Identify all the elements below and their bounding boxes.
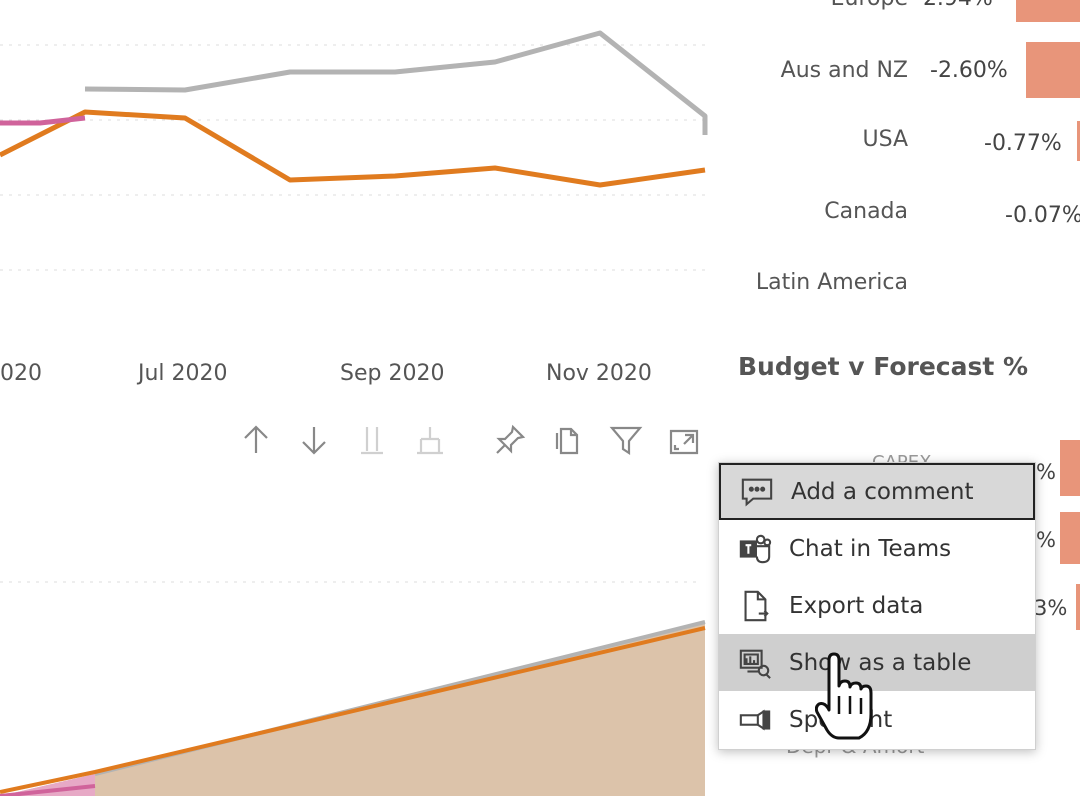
menu-item-show-as-table[interactable]: Show as a table xyxy=(719,634,1035,691)
region-row[interactable]: Canada -0.07% xyxy=(720,199,1080,239)
region-row[interactable]: Latin America xyxy=(720,270,1080,310)
spotlight-icon xyxy=(735,700,775,740)
comment-icon xyxy=(737,472,777,512)
teams-icon xyxy=(735,529,775,569)
menu-item-label: Show as a table xyxy=(789,649,972,676)
menu-item-add-comment[interactable]: Add a comment xyxy=(719,463,1035,520)
hand-cursor-icon xyxy=(815,652,873,740)
copy-icon[interactable] xyxy=(548,420,588,460)
region-bar xyxy=(1077,121,1080,161)
menu-item-chat-in-teams[interactable]: Chat in Teams xyxy=(719,520,1035,577)
series-line-pink xyxy=(0,115,86,126)
region-name: Latin America xyxy=(755,270,908,295)
region-name: Aus and NZ xyxy=(780,58,908,83)
region-name: Europe xyxy=(831,0,908,11)
export-icon xyxy=(735,586,775,626)
menu-item-label: Export data xyxy=(789,592,924,619)
context-menu: Add a comment Chat in Teams Export data … xyxy=(718,462,1036,750)
area-line-pink xyxy=(0,784,96,796)
x-tick-label: Sep 2020 xyxy=(340,361,444,386)
filter-icon[interactable] xyxy=(606,420,646,460)
series-line-gray xyxy=(84,30,708,135)
visual-header-toolbar xyxy=(236,418,722,462)
area-line-orange xyxy=(0,626,706,794)
menu-item-spotlight[interactable]: Spotlight xyxy=(719,691,1035,748)
drill-up-icon[interactable] xyxy=(236,420,276,460)
line-chart: 020 Jul 2020 Sep 2020 Nov 2020 xyxy=(0,30,710,386)
x-tick-label: Nov 2020 xyxy=(546,361,652,386)
focus-mode-icon[interactable] xyxy=(664,420,704,460)
budget-bar xyxy=(1060,440,1080,496)
x-tick-label: 020 xyxy=(0,361,42,386)
region-row[interactable]: Aus and NZ -2.60% xyxy=(720,42,1080,98)
budget-bar xyxy=(1060,512,1080,564)
region-bar xyxy=(1026,42,1080,98)
region-name: USA xyxy=(862,127,908,152)
region-value: -0.77% xyxy=(984,131,1062,156)
menu-item-label: Chat in Teams xyxy=(789,535,952,562)
region-row[interactable]: USA -0.77% xyxy=(720,121,1080,167)
menu-item-label: Add a comment xyxy=(791,478,974,505)
region-name: Canada xyxy=(824,199,908,224)
gridlines xyxy=(0,44,710,271)
budget-row-value: % xyxy=(1036,528,1056,552)
region-bar xyxy=(1016,0,1080,22)
area-fill xyxy=(0,622,705,796)
table-view-icon xyxy=(735,643,775,683)
series-line-orange xyxy=(0,109,706,188)
pin-icon[interactable] xyxy=(490,420,530,460)
budget-bar xyxy=(1076,584,1080,630)
expand-next-level-icon[interactable] xyxy=(352,420,392,460)
region-value: -0.07% xyxy=(1005,203,1080,228)
area-chart xyxy=(0,581,706,796)
menu-item-export-data[interactable]: Export data xyxy=(719,577,1035,634)
region-value: -2.94% xyxy=(915,0,993,11)
expand-hierarchy-icon[interactable] xyxy=(410,420,450,460)
region-value: -2.60% xyxy=(930,58,1008,83)
region-row[interactable]: Europe -2.94% xyxy=(720,0,1080,30)
x-tick-label: Jul 2020 xyxy=(136,361,228,386)
visual-title: Budget v Forecast % xyxy=(738,352,1029,381)
budget-row-value: 3% xyxy=(1034,596,1068,620)
budget-row-value: % xyxy=(1036,460,1056,484)
drill-down-icon[interactable] xyxy=(294,420,334,460)
